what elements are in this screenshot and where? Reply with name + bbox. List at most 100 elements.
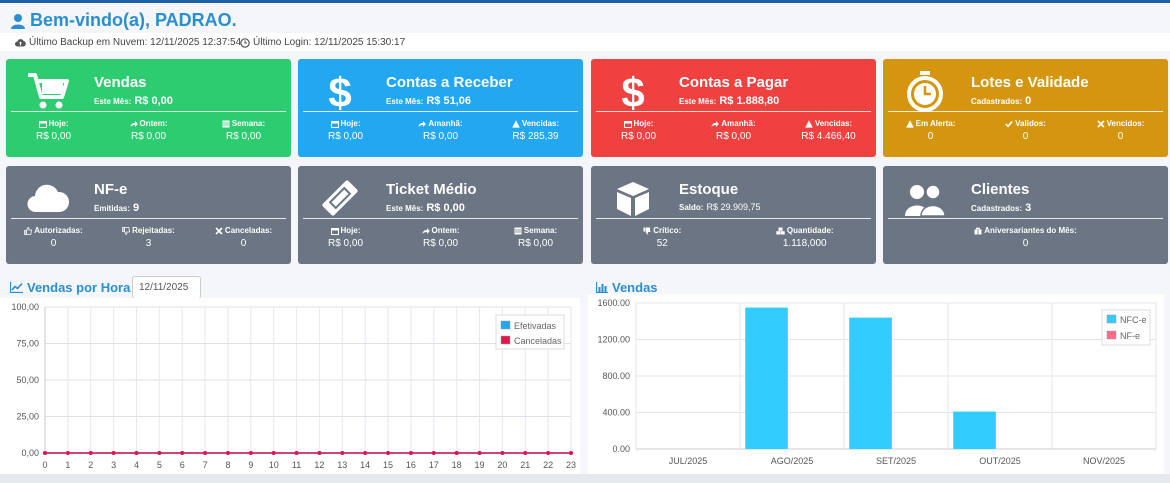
card-title: Clientes bbox=[971, 181, 1030, 198]
close-icon bbox=[1097, 119, 1105, 128]
stat-ontem: Ontem: R$ 0,00 bbox=[422, 226, 460, 249]
x-tick-label: 22 bbox=[543, 460, 553, 470]
data-point bbox=[157, 451, 162, 455]
line-chart-icon bbox=[10, 282, 23, 293]
data-point bbox=[363, 451, 368, 455]
stat-vencidas: Vencidas: R$ 285,39 bbox=[512, 119, 560, 142]
user-icon bbox=[11, 13, 25, 29]
card-subtitle: Emitidas: 9 bbox=[94, 202, 140, 214]
chart-legend: NFC-e NF-e bbox=[1101, 309, 1151, 346]
x-tick-label: SET/2025 bbox=[876, 456, 916, 466]
card-title: Contas a Pagar bbox=[679, 74, 789, 91]
card-title: Contas a Receber bbox=[386, 74, 513, 91]
x-tick-label: 20 bbox=[497, 460, 507, 470]
card-title: Vendas bbox=[94, 74, 147, 91]
data-point bbox=[317, 451, 322, 455]
data-point bbox=[569, 451, 573, 455]
x-tick-label: 19 bbox=[475, 460, 485, 470]
y-tick-label: 800.00 bbox=[602, 371, 630, 381]
divider bbox=[888, 111, 1163, 112]
y-tick-label: 0,00 bbox=[21, 448, 39, 458]
data-point bbox=[500, 451, 505, 455]
y-tick-label: 100,00 bbox=[11, 302, 39, 312]
vendas-title: Vendas bbox=[596, 280, 658, 295]
data-point bbox=[477, 451, 482, 455]
divider bbox=[11, 111, 286, 112]
card-title: NF-e bbox=[94, 181, 128, 198]
share-arrow-icon bbox=[130, 120, 138, 127]
data-point bbox=[340, 451, 345, 455]
gift-icon bbox=[974, 227, 982, 234]
card-clientes[interactable]: Clientes Cadastrados: 3 Aniversariantes d… bbox=[883, 166, 1168, 264]
card-subtitle: Cadastrados: 0 bbox=[971, 95, 1032, 107]
welcome-text: Bem-vindo(a), PADRAO. bbox=[30, 10, 237, 30]
card-subtitle: Este Mês: R$ 1.888,80 bbox=[679, 95, 780, 107]
divider bbox=[303, 111, 578, 112]
x-tick-label: 13 bbox=[337, 460, 347, 470]
x-tick-label: JUL/2025 bbox=[669, 456, 708, 466]
card-lotes-validade[interactable]: Lotes e Validade Cadastrados: 0 Em Alerta… bbox=[883, 59, 1168, 157]
vendas-hora-chart: 0 1 2 3 4 5 6 7 8 9 10 11 12 13 14 15 16 17 18 19 20 21 22 2310… bbox=[0, 298, 580, 474]
bar-nfc-e bbox=[849, 317, 892, 449]
data-point bbox=[180, 451, 185, 455]
share-arrow-icon bbox=[418, 120, 427, 127]
card-title: Ticket Médio bbox=[386, 181, 477, 198]
divider bbox=[596, 111, 871, 112]
x-tick-label: 18 bbox=[452, 460, 462, 470]
card-ticket-medio[interactable]: Ticket Médio Este Mês: R$ 0,00 Hoje: R$ 0,… bbox=[298, 166, 583, 264]
stat-vencidos: Vencidos: 0 bbox=[1073, 119, 1168, 142]
legend-swatch bbox=[500, 335, 511, 345]
card-estoque[interactable]: Estoque Saldo: R$ 29.909,75 Crítico: 52 Qu… bbox=[591, 166, 876, 264]
stat-hoje: Hoje: R$ 0,00 bbox=[35, 119, 72, 142]
stat-rejeitadas: Rejeitadas: 3 bbox=[101, 226, 196, 249]
thumbs-up-icon bbox=[24, 226, 33, 235]
x-tick-label: 10 bbox=[269, 460, 279, 470]
data-point bbox=[294, 451, 299, 455]
x-tick-label: 8 bbox=[225, 460, 230, 470]
data-point bbox=[248, 451, 253, 455]
cubes-icon bbox=[776, 227, 785, 234]
chart-background bbox=[0, 298, 580, 474]
card-contas-receber[interactable]: $ Contas a Receber Este Mês: R$ 51,06 Hoj… bbox=[298, 59, 583, 157]
info-bar: Último Backup em Nuvem: 12/11/2025 12:37… bbox=[0, 33, 1170, 51]
card-nfe[interactable]: NF-e Emitidas: 9 Autorizadas: 0 Rejeitadas… bbox=[6, 166, 291, 264]
x-tick-label: 11 bbox=[292, 460, 301, 470]
y-tick-label: 50,00 bbox=[16, 375, 39, 385]
date-input[interactable]: 12/11/2025 bbox=[132, 276, 201, 299]
divider bbox=[596, 218, 871, 219]
legend-swatch bbox=[500, 320, 511, 330]
card-contas-pagar[interactable]: $ Contas a Pagar Este Mês: R$ 1.888,80 Ho… bbox=[591, 59, 876, 157]
stat-vencidas: Vencidas: R$ 4.466,40 bbox=[801, 119, 856, 142]
legend-swatch bbox=[1106, 330, 1117, 340]
stat-quantidade: Quantidade: 1.118,000 bbox=[734, 226, 877, 249]
stat-semana: Semana: R$ 0,00 bbox=[488, 226, 583, 249]
calendar-icon bbox=[38, 120, 47, 128]
data-point bbox=[43, 451, 47, 455]
stat-semana: Semana: R$ 0,00 bbox=[196, 119, 291, 142]
users-icon bbox=[905, 184, 946, 217]
stat-aniversariantes: Aniversariantes do Mês: 0 bbox=[883, 226, 1168, 249]
stat-ontem: Ontem: R$ 0,00 bbox=[130, 119, 168, 142]
card-subtitle: Este Mês: R$ 0,00 bbox=[386, 202, 465, 214]
x-tick-label: 16 bbox=[406, 460, 416, 470]
x-tick-label: 5 bbox=[157, 460, 162, 470]
ticket-icon bbox=[322, 180, 358, 216]
bar-nfc-e bbox=[953, 411, 996, 449]
login-info: Último Login: 12/11/2025 15:30:17 bbox=[240, 37, 405, 48]
x-tick-label: OUT/2025 bbox=[979, 456, 1021, 466]
stat-amanha: Amanhã: R$ 0,00 bbox=[393, 119, 488, 142]
cloud-upload-icon bbox=[15, 39, 26, 47]
stat-critico: Crítico: 52 bbox=[591, 226, 734, 249]
share-arrow-icon bbox=[422, 227, 430, 234]
dollar-icon: $ bbox=[621, 69, 644, 113]
footer-strip bbox=[0, 474, 1170, 483]
data-point bbox=[546, 451, 551, 455]
svg-text:$: $ bbox=[621, 69, 644, 113]
x-tick-label: 9 bbox=[248, 460, 253, 470]
x-tick-label: 23 bbox=[566, 460, 576, 470]
card-vendas[interactable]: Vendas Este Mês: R$ 0,00 Hoje: R$ 0,00 Ont… bbox=[6, 59, 291, 157]
card-subtitle: Este Mês: R$ 51,06 bbox=[386, 95, 472, 107]
data-point bbox=[225, 451, 230, 455]
stat-canceladas: Canceladas: 0 bbox=[196, 226, 291, 249]
legend-swatch bbox=[1106, 314, 1117, 324]
